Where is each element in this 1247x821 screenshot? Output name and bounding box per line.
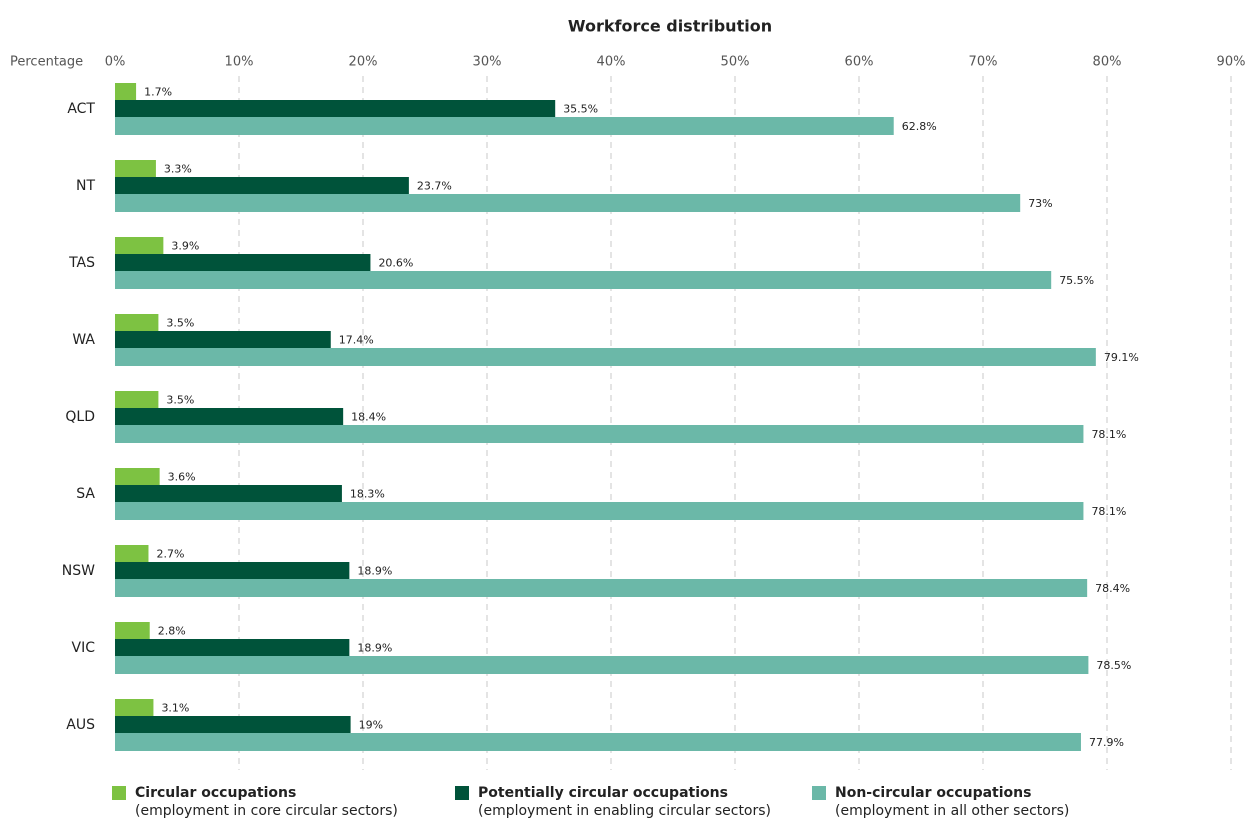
data-label: 73% (1028, 197, 1052, 210)
x-tick-label: 40% (597, 55, 626, 70)
data-label: 78.4% (1095, 582, 1130, 595)
y-tick-label: ACT (67, 101, 95, 117)
legend-description: (employment in core circular sectors) (135, 803, 398, 819)
bar (115, 485, 342, 502)
data-label: 3.9% (171, 240, 199, 253)
legend-description: (employment in all other sectors) (835, 803, 1069, 819)
data-label: 17.4% (339, 334, 374, 347)
bar (115, 100, 556, 117)
y-tick-label: TAS (68, 255, 95, 271)
x-tick-label: 50% (721, 55, 750, 70)
y-tick-label: SA (76, 486, 95, 502)
data-label: 19% (359, 719, 383, 732)
bar (115, 314, 159, 331)
data-label: 3.5% (166, 317, 194, 330)
y-tick-label: WA (72, 332, 95, 348)
y-tick-label: QLD (65, 409, 95, 425)
legend-label: Potentially circular occupations (478, 785, 728, 801)
x-tick-label: 0% (105, 55, 126, 70)
data-label: 79.1% (1104, 351, 1139, 364)
legend-label: Circular occupations (135, 785, 296, 801)
data-label: 3.6% (168, 471, 196, 484)
bar (115, 502, 1084, 520)
bar (115, 716, 351, 733)
bar (115, 160, 156, 177)
y-tick-label: AUS (66, 717, 95, 733)
x-tick-label: 90% (1217, 55, 1246, 70)
x-tick-label: 20% (349, 55, 378, 70)
bar (115, 391, 159, 408)
data-label: 78.1% (1091, 505, 1126, 518)
x-tick-label: 10% (225, 55, 254, 70)
bar (115, 117, 894, 135)
bar (115, 699, 154, 716)
data-label: 18.9% (357, 565, 392, 578)
bar (115, 271, 1052, 289)
bar (115, 348, 1096, 366)
data-label: 78.5% (1096, 659, 1131, 672)
legend-swatch (812, 786, 826, 800)
data-label: 35.5% (563, 103, 598, 116)
x-tick-label: 30% (473, 55, 502, 70)
data-label: 23.7% (417, 180, 452, 193)
bar (115, 656, 1089, 674)
bar (115, 83, 137, 100)
bar (115, 408, 344, 425)
data-label: 2.8% (158, 625, 186, 638)
data-label: 2.7% (156, 548, 184, 561)
x-tick-label: 80% (1093, 55, 1122, 70)
x-axis-label: Percentage (10, 55, 83, 70)
bar (115, 237, 164, 254)
bar (115, 622, 150, 639)
data-label: 18.9% (357, 642, 392, 655)
bar (115, 562, 350, 579)
legend-description: (employment in enabling circular sectors… (478, 803, 771, 819)
data-label: 77.9% (1089, 736, 1124, 749)
data-label: 3.3% (164, 163, 192, 176)
data-label: 3.1% (161, 702, 189, 715)
bar (115, 579, 1088, 597)
data-label: 18.3% (350, 488, 385, 501)
data-label: 62.8% (902, 120, 937, 133)
data-label: 3.5% (166, 394, 194, 407)
bar (115, 733, 1081, 751)
bar (115, 425, 1084, 443)
bar (115, 254, 371, 271)
y-tick-label: NSW (62, 563, 95, 579)
bar (115, 177, 409, 194)
chart-title: Workforce distribution (568, 17, 772, 36)
y-tick-label: VIC (72, 640, 96, 656)
legend-swatch (455, 786, 469, 800)
data-label: 20.6% (378, 257, 413, 270)
bar (115, 468, 160, 485)
data-label: 18.4% (351, 411, 386, 424)
bar (115, 545, 149, 562)
y-tick-label: NT (76, 178, 95, 194)
bar (115, 331, 331, 348)
bar (115, 194, 1021, 212)
data-label: 78.1% (1091, 428, 1126, 441)
data-label: 1.7% (144, 86, 172, 99)
data-label: 75.5% (1059, 274, 1094, 287)
x-tick-label: 60% (845, 55, 874, 70)
x-tick-label: 70% (969, 55, 998, 70)
legend-label: Non-circular occupations (835, 785, 1031, 801)
legend-swatch (112, 786, 126, 800)
bar (115, 639, 350, 656)
